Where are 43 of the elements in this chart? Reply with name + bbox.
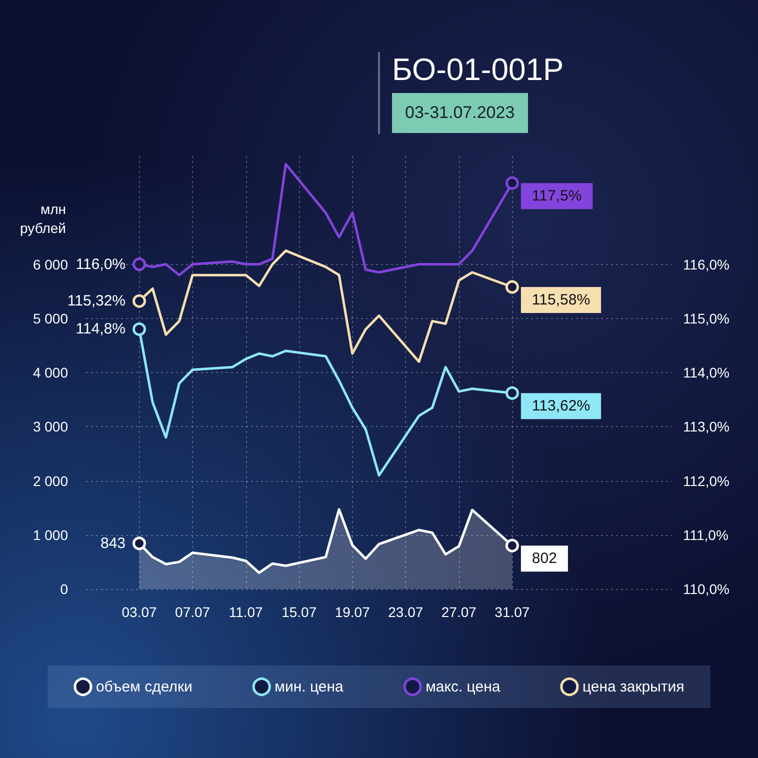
- chart-subtitle: 03-31.07.2023: [392, 93, 528, 133]
- data-label: 114,8%: [76, 320, 126, 338]
- x-tick-label: 11.07: [228, 604, 264, 620]
- data-label: 117,5%: [532, 188, 582, 205]
- point: [505, 280, 519, 294]
- y2-tick-label: 112,0%: [683, 472, 730, 489]
- y-tick-label: 1 000: [32, 526, 68, 543]
- y-tick-label: 0: [60, 581, 68, 597]
- data-label: 115,58%: [532, 291, 590, 308]
- legend-label: цена закрытия: [582, 678, 684, 696]
- legend-label: мин. цена: [274, 678, 344, 696]
- x-tick-label: 15.07: [282, 604, 317, 620]
- data-label: 115,32%: [67, 292, 126, 310]
- x-tick-label: 07.07: [175, 604, 210, 620]
- data-label: 116,0%: [76, 256, 126, 273]
- point: [505, 176, 519, 190]
- x-tick-label: 31.07: [494, 604, 530, 620]
- x-tick-label: 03.07: [122, 604, 157, 620]
- y-axis-title: млн рублей: [19, 200, 66, 238]
- x-tick-label: 19.07: [334, 604, 370, 620]
- y-tick-label: 4 000: [32, 364, 68, 380]
- point: [132, 258, 146, 271]
- y2-tick-label: 110,0%: [683, 581, 730, 597]
- point: [132, 294, 146, 308]
- y-tick-label: 2 000: [32, 472, 68, 489]
- y2-tick-label: 111,0%: [683, 526, 728, 543]
- y2-tick-label: 116,0%: [683, 256, 730, 272]
- x-tick-label: 27.07: [441, 604, 477, 620]
- x-tick-label: 23.07: [388, 604, 424, 620]
- data-label: 802: [532, 550, 557, 568]
- point: [505, 386, 519, 400]
- y-tick-label: 5 000: [32, 310, 68, 326]
- y2-tick-label: 114,0%: [683, 364, 730, 380]
- y2-tick-label: 115,0%: [683, 310, 730, 326]
- y2-tick-label: 113,0%: [683, 418, 730, 435]
- y-tick-label: 3 000: [32, 418, 68, 435]
- point: [132, 322, 146, 336]
- data-label: 113,62%: [532, 398, 590, 415]
- y-tick-label: 6 000: [32, 256, 68, 272]
- legend-label: макс. цена: [426, 678, 501, 696]
- data-label: 843: [100, 534, 126, 552]
- chart-title: БО-01-001P: [392, 51, 564, 89]
- legend-label: объем сделки: [96, 678, 192, 696]
